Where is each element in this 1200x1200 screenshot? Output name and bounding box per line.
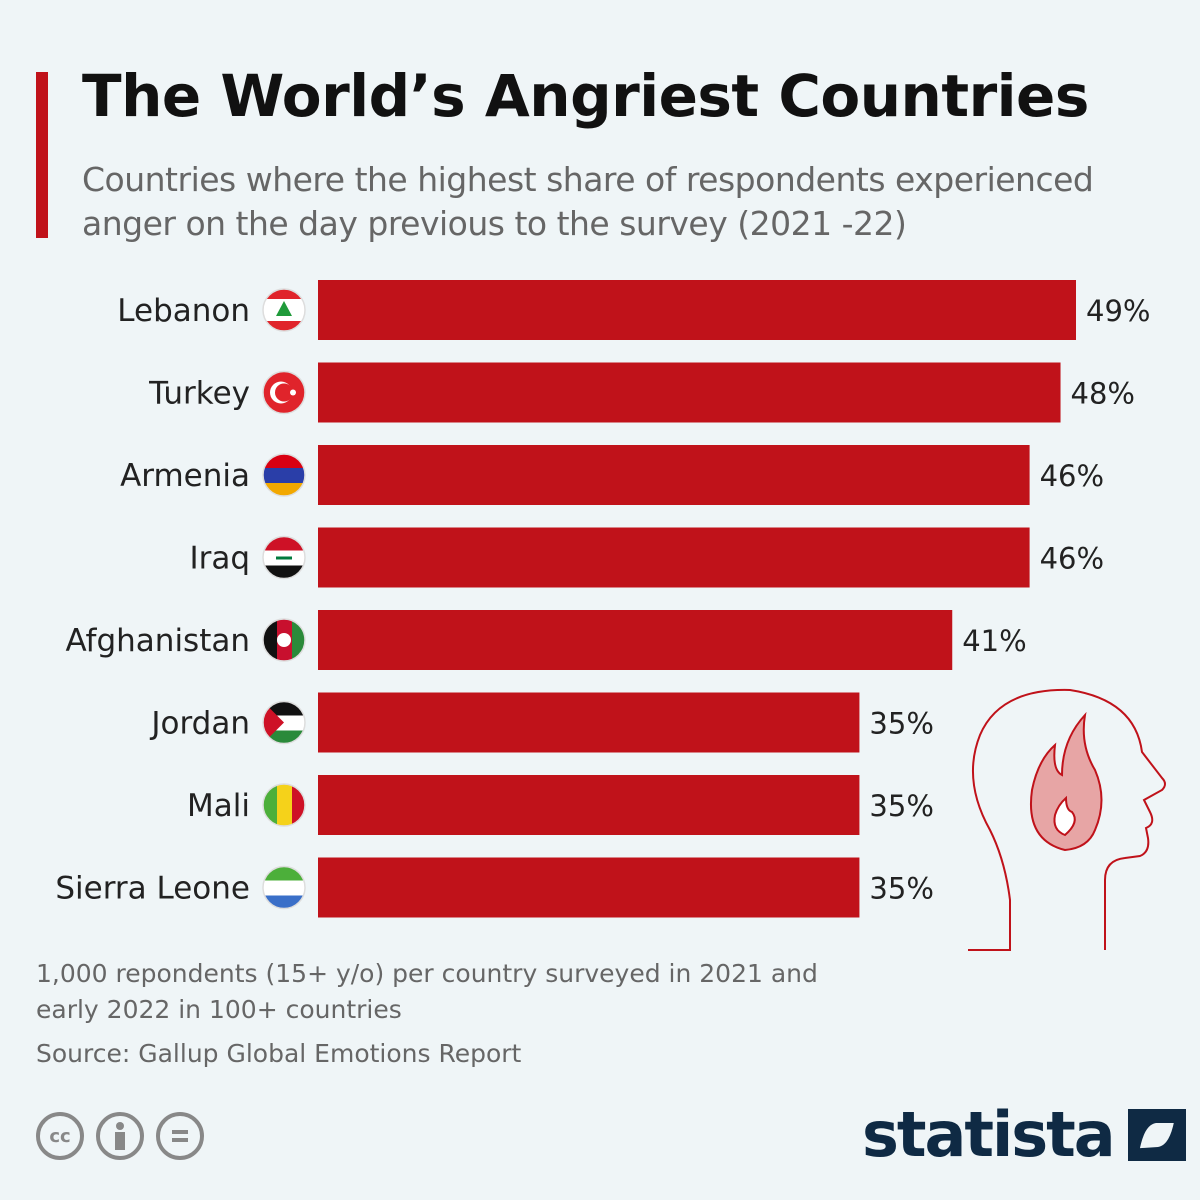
data-label: 46%	[1040, 459, 1104, 493]
data-label: 35%	[869, 872, 933, 906]
angry-head-icon	[968, 688, 1166, 951]
data-label: 48%	[1071, 377, 1135, 411]
bar-turkey	[318, 362, 1061, 423]
data-label: 46%	[1040, 542, 1104, 576]
category-label: Armenia	[120, 458, 250, 494]
flag-border	[262, 453, 306, 497]
flag-border	[262, 535, 306, 580]
flag-border	[262, 618, 306, 662]
bar-iraq	[318, 527, 1030, 588]
attribution-icon	[96, 1112, 144, 1160]
bar-sierra-leone	[318, 857, 860, 918]
license-icons: cc	[36, 1112, 204, 1160]
source-note: Source: Gallup Global Emotions Report	[36, 1039, 522, 1068]
turkey-flag-icon	[263, 371, 305, 414]
no-derivatives-icon	[156, 1112, 204, 1160]
data-label: 35%	[869, 789, 933, 823]
bar-mali	[318, 775, 860, 835]
statista-logo[interactable]: statista	[862, 1098, 1186, 1171]
flag-border	[262, 288, 306, 332]
data-label: 41%	[962, 624, 1026, 658]
bar-jordan	[318, 692, 860, 753]
lebanon-flag-icon	[263, 289, 305, 331]
category-label: Iraq	[189, 541, 250, 577]
category-label: Sierra Leone	[55, 871, 250, 907]
creative-commons-icon: cc	[36, 1112, 84, 1160]
bar-afghanistan	[318, 610, 953, 670]
statista-logo-icon	[1127, 1108, 1186, 1161]
footnote-line-1: 1,000 repondents (15+ y/o) per country s…	[36, 959, 818, 988]
category-label: Turkey	[148, 376, 250, 412]
category-label: Afghanistan	[65, 623, 250, 659]
flag-border	[262, 700, 306, 745]
bar-armenia	[318, 445, 1030, 505]
flag-border	[262, 370, 306, 415]
footnote-line-2: early 2022 in 100+ countries	[36, 995, 402, 1024]
title-accent-bar	[36, 72, 48, 238]
category-label: Jordan	[149, 706, 250, 742]
flag-border	[262, 865, 306, 910]
category-label: Mali	[187, 788, 250, 824]
chart-title: The World’s Angriest Countries	[82, 62, 1089, 130]
data-label: 35%	[869, 707, 933, 741]
category-label: Lebanon	[117, 293, 250, 329]
brand-name: statista	[862, 1098, 1116, 1171]
data-label: 49%	[1086, 294, 1150, 328]
chart-subtitle: Countries where the highest share of res…	[82, 160, 1094, 243]
bar-lebanon	[318, 280, 1076, 340]
flag-border	[262, 783, 306, 827]
